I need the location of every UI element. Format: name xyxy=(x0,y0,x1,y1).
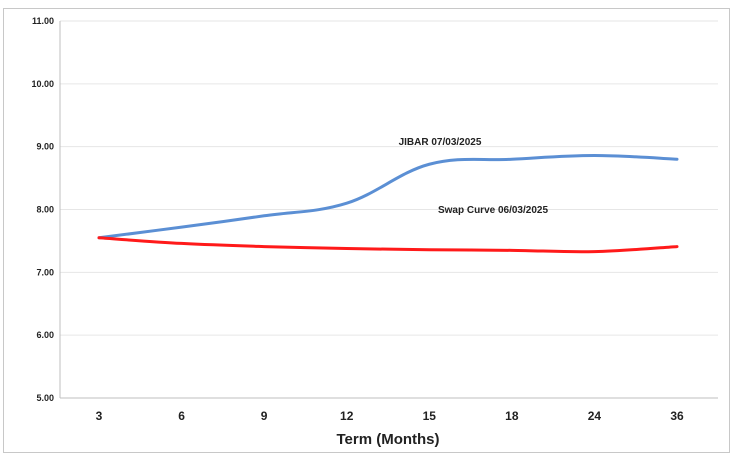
x-tick-label: 18 xyxy=(505,409,519,423)
chart-frame xyxy=(3,8,730,453)
gridlines xyxy=(60,20,718,336)
x-tick-labels: 3 6 9 12 15 18 24 36 xyxy=(96,409,684,423)
x-axis-label: Term (Months) xyxy=(336,431,439,448)
series-lines xyxy=(97,153,679,254)
x-tick-label: 3 xyxy=(96,409,103,423)
y-tick-label: 7.00 xyxy=(36,267,54,277)
axes xyxy=(59,21,718,399)
x-tick-label: 36 xyxy=(670,409,684,423)
x-tick-label: 6 xyxy=(178,409,185,423)
x-tick-label: 24 xyxy=(588,409,602,423)
y-tick-label: 6.00 xyxy=(36,330,54,340)
y-tick-label: 9.00 xyxy=(36,142,54,152)
x-tick-label: 9 xyxy=(261,409,268,423)
y-tick-label: 10.00 xyxy=(31,79,54,89)
series-line-1 xyxy=(97,236,679,254)
y-tick-label: 8.00 xyxy=(36,205,54,215)
series-label-jibar: JIBAR 07/03/2025 xyxy=(399,137,482,148)
x-tick-label: 12 xyxy=(340,409,354,423)
y-tick-label: 5.00 xyxy=(36,393,54,403)
y-tick-labels: 5.00 6.00 7.00 8.00 9.00 10.00 11.00 xyxy=(31,16,54,403)
y-tick-label: 11.00 xyxy=(32,16,54,26)
series-line-0 xyxy=(97,153,679,240)
series-label-swap-curve: Swap Curve 06/03/2025 xyxy=(438,205,549,216)
x-tick-label: 15 xyxy=(423,409,437,423)
